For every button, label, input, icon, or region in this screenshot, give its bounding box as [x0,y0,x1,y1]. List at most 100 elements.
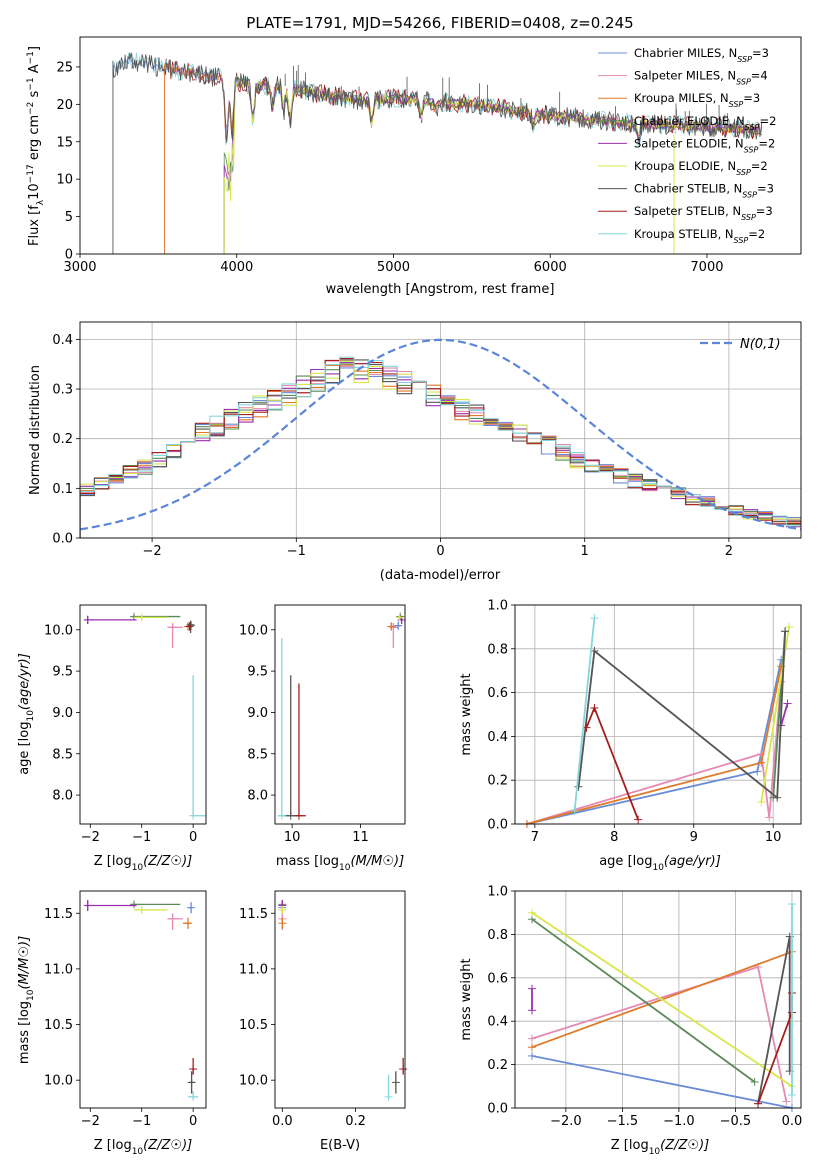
point-salpeter-elodie [83,615,137,625]
histogram-salpeter-stelib [80,358,801,538]
figure-title: PLATE=1791, MJD=54266, FIBERID=0408, z=0… [246,14,633,32]
y-label-part: −1 [26,77,36,90]
legend-entry: Salpeter MILES, NSSP=4 [634,69,768,87]
label-part: (Z/Z☉)] [143,854,192,869]
legend-text: =2 [748,227,765,241]
y-label-part: Flux [f [27,205,42,246]
point-salpeter-elodie [83,899,137,912]
x-tick-label: 0 [436,544,444,559]
label-part: Z [log [94,854,132,869]
x-tick-label: 9 [690,830,698,845]
y-tick-label: 0.8 [487,642,508,657]
legend-text: =3 [743,91,760,105]
legend-subscript: SSP [734,235,749,244]
y-tick-label: 0.6 [487,971,508,986]
legend-entry: Kroupa MILES, NSSP=3 [634,91,760,109]
point-kroupa-elodie [134,613,168,622]
y-tick-label: 11.0 [239,962,268,977]
legend-subscript: SSP [742,190,757,199]
y-tick-label: 20 [56,98,73,113]
label-part: age [log [17,722,32,775]
axes-frame [79,890,207,1109]
point-kroupa-elodie [395,613,404,622]
line-kroupa-stelib [573,618,596,811]
x-tick-label: −1 [287,544,306,559]
y-tick-label: 11.5 [44,907,73,922]
y-tick-label: 10.5 [239,1018,268,1033]
axes-frame [274,604,406,825]
y-tick-label: 10.0 [44,623,73,638]
y-tick-label: 1.0 [487,885,508,900]
y-axis-label: age [log10(age/yr)] [17,653,36,775]
legend-text: Salpeter MILES, N [634,69,736,83]
y-tick-label: 15 [56,135,73,150]
legend-text: =2 [760,114,777,128]
y-label-part: 10 [27,183,42,200]
legend-text: Salpeter STELIB, N [634,204,741,218]
y-tick-label: 0.2 [487,1058,508,1073]
line-chabrier-miles [526,659,782,825]
y-tick-label: 9.5 [247,665,268,680]
spectrum-chabrier-stelib [112,52,763,254]
legend-entry: Kroupa STELIB, NSSP=2 [634,227,765,245]
legend-subscript: SSP [729,100,744,109]
y-tick-label: 0.6 [487,686,508,701]
x-tick-label: −2 [81,830,100,845]
label-part: Z [log [94,1138,132,1153]
line-chabrier-stelib [577,631,786,800]
line-chabrier-elodie [531,918,756,1083]
x-tick-label: 2 [725,544,733,559]
label-subscript: 10 [132,863,144,873]
label-part: (M/M☉)] [17,936,32,990]
y-tick-label: 0.8 [487,928,508,943]
y-label-part: −1 [26,51,36,64]
point-kroupa-miles [182,917,192,929]
y-axis-label: mass weight [459,673,474,755]
label-part: mass [log [276,854,339,869]
legend-text: Chabrier ELODIE, N [634,114,745,128]
y-tick-label: 0.0 [52,532,73,547]
y-tick-label: 10.0 [44,1074,73,1089]
y-tick-label: 0 [65,248,73,263]
massweight-vs-metallicity-panel: −2.0 −1.5 −1.0 −0.5 0.0 0.0 0.2 0.4 0.6 0.8 1.0 mas… [459,885,802,1158]
point-kroupa-elodie [134,905,168,914]
y-tick-label: 0.4 [487,730,508,745]
y-tick-label: 0.0 [487,1102,508,1117]
y-tick-label: 9.0 [52,706,73,721]
x-tick-label: −0.5 [720,1114,752,1129]
legend-text: =2 [758,136,775,150]
legend-text: Kroupa ELODIE, N [634,159,736,173]
x-axis-label: (data-model)/error [380,568,501,583]
x-axis-label: Z [log10(Z/Z☉)] [94,854,192,873]
point-chabrier-stelib [283,675,298,820]
legend-subscript: SSP [737,55,752,64]
x-tick-label: −1 [132,830,151,845]
x-axis-label: mass [log10(M/M☉)] [276,854,404,873]
residuals-panel: −2 −1 0 1 2 0.0 0.1 0.2 0.3 0.4 (data-model)/error… [28,321,802,583]
x-tick-label: 7 [531,830,539,845]
legend-text: =2 [751,159,768,173]
x-axis-label: E(B-V) [320,1138,360,1153]
x-axis-label: Z [log10(Z/Z☉)] [611,1138,709,1157]
x-tick-label: −2 [81,1114,100,1129]
x-axis-label: age [log10(age/yr)] [599,854,721,873]
legend-text: Chabrier STELIB, N [634,182,742,196]
line-kroupa-elodie [531,911,793,1088]
normal-curve [80,338,801,531]
legend-subscript: SSP [744,145,759,154]
point-kroupa-stelib [189,675,206,820]
x-tick-label: 4000 [220,260,253,275]
y-tick-label: 0.2 [52,432,73,447]
point-salpeter-stelib [399,1057,408,1075]
legend-entry: Kroupa ELODIE, NSSP=2 [634,159,768,177]
legend-text: Salpeter ELODIE, N [634,136,744,150]
legend-text: =3 [757,182,774,196]
label-subscript: 10 [649,1147,661,1157]
x-tick-label: 0.2 [345,1114,366,1129]
axes-frame [514,604,802,825]
y-label-part: A [27,64,42,77]
y-tick-label: 9.0 [247,706,268,721]
point-kroupa-stelib [188,1091,199,1101]
x-tick-label: 0 [189,830,197,845]
